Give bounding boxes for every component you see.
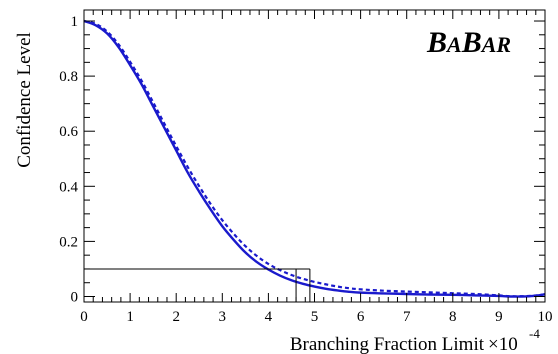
y-tick-label: 0.8: [59, 69, 78, 85]
x-axis-multiplier: ×10: [488, 334, 518, 354]
y-tick-label: 0.6: [59, 124, 78, 140]
y-tick-label: 0: [71, 289, 79, 305]
x-tick-label: 3: [219, 309, 227, 325]
y-axis-title: Confidence Level: [14, 32, 35, 168]
logo-letter-4: AR: [480, 32, 511, 57]
x-tick-label: 1: [126, 309, 134, 325]
x-tick-label: 5: [311, 309, 319, 325]
x-tick-label: 10: [538, 309, 553, 325]
babar-logo: BABAR: [426, 26, 511, 59]
x-tick-label: 7: [403, 309, 411, 325]
logo-letter-3: B: [461, 26, 482, 59]
dashed-series-line: [83, 19, 546, 298]
x-tick-label: 2: [172, 309, 180, 325]
x-tick-label: 6: [357, 309, 365, 325]
x-tick-label: 4: [265, 309, 273, 325]
x-tick-label: 8: [449, 309, 457, 325]
x-axis-exponent: -4: [529, 326, 540, 341]
x-tick-label: 9: [495, 309, 503, 325]
solid-series-line: [83, 19, 546, 298]
y-tick-label: 0.4: [59, 179, 78, 195]
axis-layer: 0 1 2 3 4 5 6 7 8 9 10 0 0.2 0.4 0.6 0.8 1: [59, 9, 553, 325]
logo-letter-2: A: [445, 32, 462, 57]
logo-letter-1: B: [426, 26, 447, 59]
plot-layer: [83, 19, 546, 302]
x-tick-label: 0: [80, 309, 88, 325]
x-axis-title: Branching Fraction Limit: [290, 334, 485, 354]
y-tick-label: 1: [71, 14, 79, 30]
y-tick-label: 0.2: [59, 234, 78, 250]
